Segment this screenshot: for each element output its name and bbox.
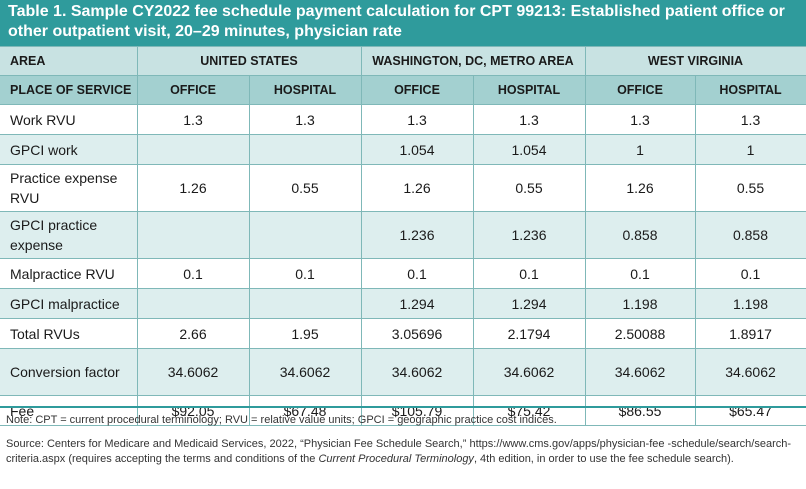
table-cell: 1.3 <box>249 104 362 135</box>
table-cell: 34.6062 <box>585 348 696 396</box>
row-label: GPCI practice expense <box>0 211 138 259</box>
table-body: Work RVU 1.3 1.3 1.3 1.3 1.3 1.3 GPCI work 1.054… <box>0 104 806 426</box>
table-cell: 1.3 <box>585 104 696 135</box>
column-header: HOSPITAL <box>695 75 806 105</box>
table-row: GPCI work 1.054 1.054 1 1 <box>0 134 806 165</box>
table-cell: 0.55 <box>249 164 362 212</box>
table-cell <box>137 211 250 259</box>
table-cell: 0.1 <box>137 258 250 289</box>
table-cell: 1.198 <box>695 288 806 319</box>
table-cell <box>249 211 362 259</box>
table-cell: $75.42 <box>473 395 586 426</box>
row-label: Total RVUs <box>0 318 138 349</box>
group-header-west-virginia: WEST VIRGINIA <box>585 46 806 76</box>
table-cell: 3.05696 <box>361 318 474 349</box>
source-text-end: , 4th edition, in order to use the fee s… <box>473 453 734 465</box>
table-cell: 1 <box>585 134 696 165</box>
table-source: Source: Centers for Medicare and Medicai… <box>6 437 800 467</box>
column-header: HOSPITAL <box>473 75 586 105</box>
table-cell: 0.1 <box>585 258 696 289</box>
row-label: Conversion factor <box>0 348 138 396</box>
column-header: HOSPITAL <box>249 75 362 105</box>
place-of-service-header: PLACE OF SERVICE <box>0 75 138 105</box>
table-cell: 34.6062 <box>137 348 250 396</box>
source-italic-title: Current Procedural Terminology <box>318 453 474 465</box>
table-cell <box>137 288 250 319</box>
table-cell: 1.294 <box>361 288 474 319</box>
table-row: Total RVUs 2.66 1.95 3.05696 2.1794 2.50088 1.… <box>0 318 806 349</box>
table-cell: 0.1 <box>473 258 586 289</box>
table-cell: 0.858 <box>695 211 806 259</box>
table-cell <box>249 288 362 319</box>
table-cell <box>249 134 362 165</box>
table-cell: 1 <box>695 134 806 165</box>
table-cell: 2.66 <box>137 318 250 349</box>
table-cell: 2.50088 <box>585 318 696 349</box>
table-cell: 1.198 <box>585 288 696 319</box>
table-cell: 2.1794 <box>473 318 586 349</box>
table-cell: 1.95 <box>249 318 362 349</box>
table-row: Malpractice RVU 0.1 0.1 0.1 0.1 0.1 0.1 <box>0 258 806 289</box>
column-header: OFFICE <box>137 75 250 105</box>
table-cell: 34.6062 <box>473 348 586 396</box>
table-title: Table 1. Sample CY2022 fee schedule paym… <box>0 0 806 46</box>
table-cell: 1.3 <box>473 104 586 135</box>
table-cell: 1.3 <box>361 104 474 135</box>
table-cell: 1.8917 <box>695 318 806 349</box>
table-cell: 1.236 <box>361 211 474 259</box>
table-row: GPCI malpractice 1.294 1.294 1.198 1.198 <box>0 288 806 319</box>
table-cell <box>137 134 250 165</box>
table-cell: 1.054 <box>473 134 586 165</box>
table-bottom-rule <box>0 406 806 408</box>
table-cell: 0.1 <box>361 258 474 289</box>
row-label: Practice expense RVU <box>0 164 138 212</box>
table-cell: 1.236 <box>473 211 586 259</box>
source-text: Source: Centers for Medicare and Medicai… <box>6 438 792 465</box>
column-header: OFFICE <box>361 75 474 105</box>
table-row: Conversion factor 34.6062 34.6062 34.6062 34… <box>0 348 806 396</box>
table-cell: 1.26 <box>585 164 696 212</box>
table-cell: 1.054 <box>361 134 474 165</box>
table-cell: 1.26 <box>137 164 250 212</box>
table-cell: $67.48 <box>249 395 362 426</box>
table-cell: 1.3 <box>137 104 250 135</box>
row-label: GPCI work <box>0 134 138 165</box>
table-row: Work RVU 1.3 1.3 1.3 1.3 1.3 1.3 <box>0 104 806 135</box>
table-row: Fee $92.05 $67.48 $105.79 $75.42 $86.55 $65.47 <box>0 395 806 426</box>
table-cell: 34.6062 <box>249 348 362 396</box>
table-cell: $65.47 <box>695 395 806 426</box>
group-header-united-states: UNITED STATES <box>137 46 362 76</box>
table-cell: 0.55 <box>473 164 586 212</box>
table-cell: $86.55 <box>585 395 696 426</box>
table-cell: $92.05 <box>137 395 250 426</box>
table-row: Practice expense RVU 1.26 0.55 1.26 0.55 1.26… <box>0 164 806 212</box>
row-label: Malpractice RVU <box>0 258 138 289</box>
table-cell: 1.3 <box>695 104 806 135</box>
table-cell: 0.858 <box>585 211 696 259</box>
table-note: Note: CPT = current procedural terminolo… <box>6 414 557 426</box>
row-label: Work RVU <box>0 104 138 135</box>
table-cell: 34.6062 <box>361 348 474 396</box>
header-row-place-of-service: PLACE OF SERVICE OFFICE HOSPITAL OFFICE … <box>0 75 806 105</box>
table-cell: 0.55 <box>695 164 806 212</box>
fee-schedule-table: AREA UNITED STATES WASHINGTON, DC, METRO… <box>0 46 806 426</box>
group-header-washington-dc: WASHINGTON, DC, METRO AREA <box>361 46 586 76</box>
table-cell: 0.1 <box>695 258 806 289</box>
table-cell: 1.26 <box>361 164 474 212</box>
table-row: GPCI practice expense 1.236 1.236 0.858 0.85… <box>0 211 806 259</box>
row-label: GPCI malpractice <box>0 288 138 319</box>
table-cell: 1.294 <box>473 288 586 319</box>
table-cell: 34.6062 <box>695 348 806 396</box>
column-header: OFFICE <box>585 75 696 105</box>
row-label: Fee <box>0 395 138 426</box>
header-row-area: AREA UNITED STATES WASHINGTON, DC, METRO… <box>0 46 806 76</box>
area-header: AREA <box>0 46 138 76</box>
table-cell: 0.1 <box>249 258 362 289</box>
